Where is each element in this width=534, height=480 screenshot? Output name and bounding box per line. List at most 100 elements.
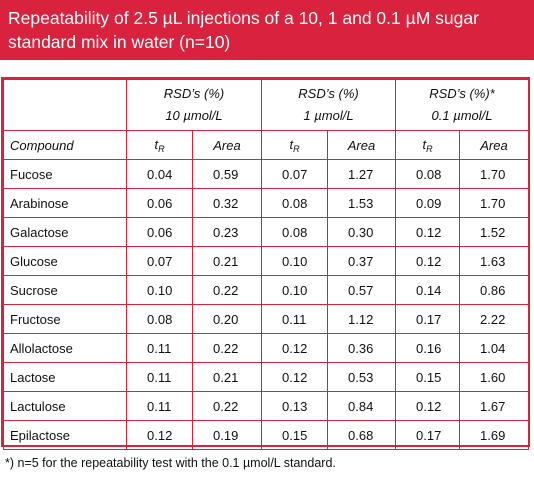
tr-value-cell: 0.12 [261,362,328,392]
area-value-cell: 0.22 [192,333,262,363]
tr-value-cell: 0.07 [126,246,193,276]
tr-value-cell: 0.12 [395,217,460,247]
tr-value-cell: 0.12 [126,420,193,450]
table-title: Repeatability of 2.5 µL injections of a … [0,0,534,60]
area-value-cell: 0.20 [192,304,262,334]
table-row: Lactose 0.11 0.21 0.12 0.53 0.15 1.60 [3,362,529,392]
tr-value-cell: 0.14 [395,275,460,305]
tr-value-cell: 0.17 [395,304,460,334]
area-header: Area [459,130,529,160]
area-value-cell: 2.22 [459,304,529,334]
tr-header: tR [395,130,460,160]
table-row: Sucrose 0.10 0.22 0.10 0.57 0.14 0.86 [3,275,529,305]
tr-value-cell: 0.07 [261,159,328,189]
table-row: Epilactose 0.12 0.19 0.15 0.68 0.17 1.69 [3,420,529,450]
compound-cell: Galactose [3,217,127,247]
table-row: Allolactose 0.11 0.22 0.12 0.36 0.16 1.04 [3,333,529,363]
area-value-cell: 0.30 [327,217,396,247]
group-header-1: RSD’s (%) 1 µmol/L [261,79,396,131]
tr-value-cell: 0.11 [261,304,328,334]
table-row: Lactulose 0.11 0.22 0.13 0.84 0.12 1.67 [3,391,529,421]
tr-value-cell: 0.12 [395,246,460,276]
compound-header: Compound [3,130,127,160]
group-label: RSD’s (%)* [429,86,495,101]
area-value-cell: 1.69 [459,420,529,450]
column-header-row: Compound tR Area tR Area tR Area [3,130,529,160]
area-value-cell: 0.36 [327,333,396,363]
tr-value-cell: 0.06 [126,217,193,247]
tr-value-cell: 0.15 [261,420,328,450]
area-value-cell: 0.84 [327,391,396,421]
area-value-cell: 1.63 [459,246,529,276]
area-value-cell: 0.22 [192,391,262,421]
area-value-cell: 0.68 [327,420,396,450]
group-header-0-1: RSD’s (%)* 0.1 µmol/L [395,79,529,131]
group-header-10: RSD’s (%) 10 µmol/L [126,79,262,131]
tr-value-cell: 0.08 [261,217,328,247]
table-row: Arabinose 0.06 0.32 0.08 1.53 0.09 1.70 [3,188,529,218]
area-value-cell: 1.04 [459,333,529,363]
area-value-cell: 1.53 [327,188,396,218]
group-concentration: 0.1 µmol/L [431,108,493,123]
area-value-cell: 0.57 [327,275,396,305]
tr-value-cell: 0.08 [261,188,328,218]
area-value-cell: 1.12 [327,304,396,334]
area-value-cell: 0.37 [327,246,396,276]
footnote: *) n=5 for the repeatability test with t… [5,456,336,470]
area-value-cell: 0.59 [192,159,262,189]
group-label: RSD’s (%) [298,86,359,101]
empty-corner-cell [3,79,127,131]
data-table: RSD’s (%) 10 µmol/L RSD’s (%) 1 µmol/L R… [3,79,529,450]
compound-cell: Fructose [3,304,127,334]
tr-value-cell: 0.15 [395,362,460,392]
compound-cell: Sucrose [3,275,127,305]
area-value-cell: 0.23 [192,217,262,247]
area-value-cell: 0.19 [192,420,262,450]
tr-header: tR [126,130,193,160]
title-line-2: standard mix in water (n=10) [8,32,231,52]
area-value-cell: 1.70 [459,188,529,218]
tr-value-cell: 0.08 [126,304,193,334]
area-value-cell: 1.52 [459,217,529,247]
table-row: Galactose 0.06 0.23 0.08 0.30 0.12 1.52 [3,217,529,247]
tr-value-cell: 0.13 [261,391,328,421]
tr-value-cell: 0.10 [261,275,328,305]
tr-value-cell: 0.10 [261,246,328,276]
tr-value-cell: 0.04 [126,159,193,189]
table-row: Glucose 0.07 0.21 0.10 0.37 0.12 1.63 [3,246,529,276]
area-value-cell: 0.53 [327,362,396,392]
tr-value-cell: 0.17 [395,420,460,450]
compound-cell: Glucose [3,246,127,276]
compound-cell: Fucose [3,159,127,189]
tr-value-cell: 0.10 [126,275,193,305]
tr-value-cell: 0.08 [395,159,460,189]
tr-value-cell: 0.16 [395,333,460,363]
table-row: Fucose 0.04 0.59 0.07 1.27 0.08 1.70 [3,159,529,189]
group-concentration: 10 µmol/L [165,108,223,123]
area-value-cell: 1.60 [459,362,529,392]
tr-header: tR [261,130,328,160]
compound-cell: Allolactose [3,333,127,363]
area-value-cell: 0.21 [192,362,262,392]
tr-value-cell: 0.11 [126,333,193,363]
area-value-cell: 0.86 [459,275,529,305]
repeatability-table: RSD’s (%) 10 µmol/L RSD’s (%) 1 µmol/L R… [1,77,530,450]
group-concentration: 1 µmol/L [303,108,354,123]
title-line-1: Repeatability of 2.5 µL injections of a … [8,8,479,28]
table-row: Fructose 0.08 0.20 0.11 1.12 0.17 2.22 [3,304,529,334]
area-value-cell: 1.27 [327,159,396,189]
compound-cell: Arabinose [3,188,127,218]
tr-value-cell: 0.12 [261,333,328,363]
compound-cell: Epilactose [3,420,127,450]
area-header: Area [327,130,396,160]
tr-value-cell: 0.09 [395,188,460,218]
tr-value-cell: 0.12 [395,391,460,421]
compound-cell: Lactulose [3,391,127,421]
tr-value-cell: 0.11 [126,362,193,392]
area-value-cell: 0.32 [192,188,262,218]
area-value-cell: 1.67 [459,391,529,421]
tr-value-cell: 0.06 [126,188,193,218]
area-header: Area [192,130,262,160]
compound-cell: Lactose [3,362,127,392]
area-value-cell: 1.70 [459,159,529,189]
